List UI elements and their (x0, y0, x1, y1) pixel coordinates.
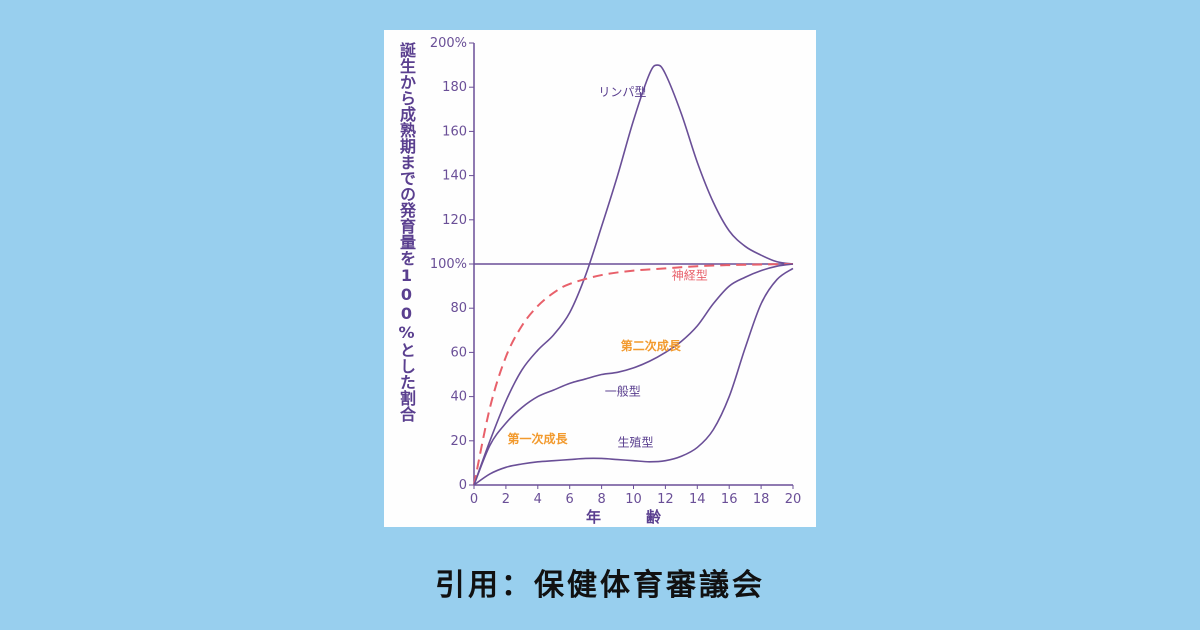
series-line-1 (473, 263, 794, 486)
y-tick-label: 100% (430, 257, 467, 272)
y-tick-label: 120 (442, 213, 467, 228)
x-axis-label: 年 齢 (586, 508, 662, 526)
x-tick-label: 8 (597, 492, 605, 507)
y-tick-label: 140 (442, 169, 467, 184)
annotation-label: 第一次成長 (507, 431, 568, 446)
chart-panel: 誕生から成熟期までの発育量を100%とした割合 0 20 40 60 80 100% 120… (384, 30, 816, 527)
x-tick-label: 2 (502, 492, 510, 507)
y-tick-label: 40 (450, 390, 467, 405)
y-tick-label: 160 (442, 124, 467, 139)
source-caption: 引用：保健体育審議会 (435, 568, 765, 603)
y-axis-label: 誕生から成熟期までの発育量を100%とした割合 (397, 42, 416, 422)
y-tick-label: 20 (450, 434, 467, 449)
y-tick-label: 180 (442, 80, 467, 95)
series-line-0 (473, 64, 794, 486)
y-tick-label: 60 (450, 345, 467, 360)
x-tick-label: 0 (470, 492, 478, 507)
series-label: 神経型 (672, 268, 708, 282)
growth-curve-chart: 0 20 40 60 80 100% 120 140 160 180 200% 0 2 4 6 8 10 12 14… (430, 36, 802, 526)
annotation-label: 第二次成長 (621, 338, 682, 353)
y-tick-label: 0 (459, 478, 467, 493)
series-label: リンパ型 (598, 85, 646, 99)
x-tick-label: 4 (534, 492, 542, 507)
x-tick-label: 12 (657, 492, 674, 507)
x-tick-label: 10 (625, 492, 642, 507)
y-tick-label: 200% (430, 36, 467, 51)
x-tick-label: 20 (785, 492, 802, 507)
series-line-3 (473, 267, 794, 486)
x-tick-label: 6 (566, 492, 574, 507)
series-line-2 (473, 263, 794, 486)
series-label: 生殖型 (618, 434, 654, 449)
x-tick-label: 14 (689, 492, 706, 507)
series-label: 一般型 (605, 383, 641, 398)
y-tick-label: 80 (450, 301, 467, 316)
x-tick-label: 18 (753, 492, 770, 507)
x-tick-label: 16 (721, 492, 738, 507)
